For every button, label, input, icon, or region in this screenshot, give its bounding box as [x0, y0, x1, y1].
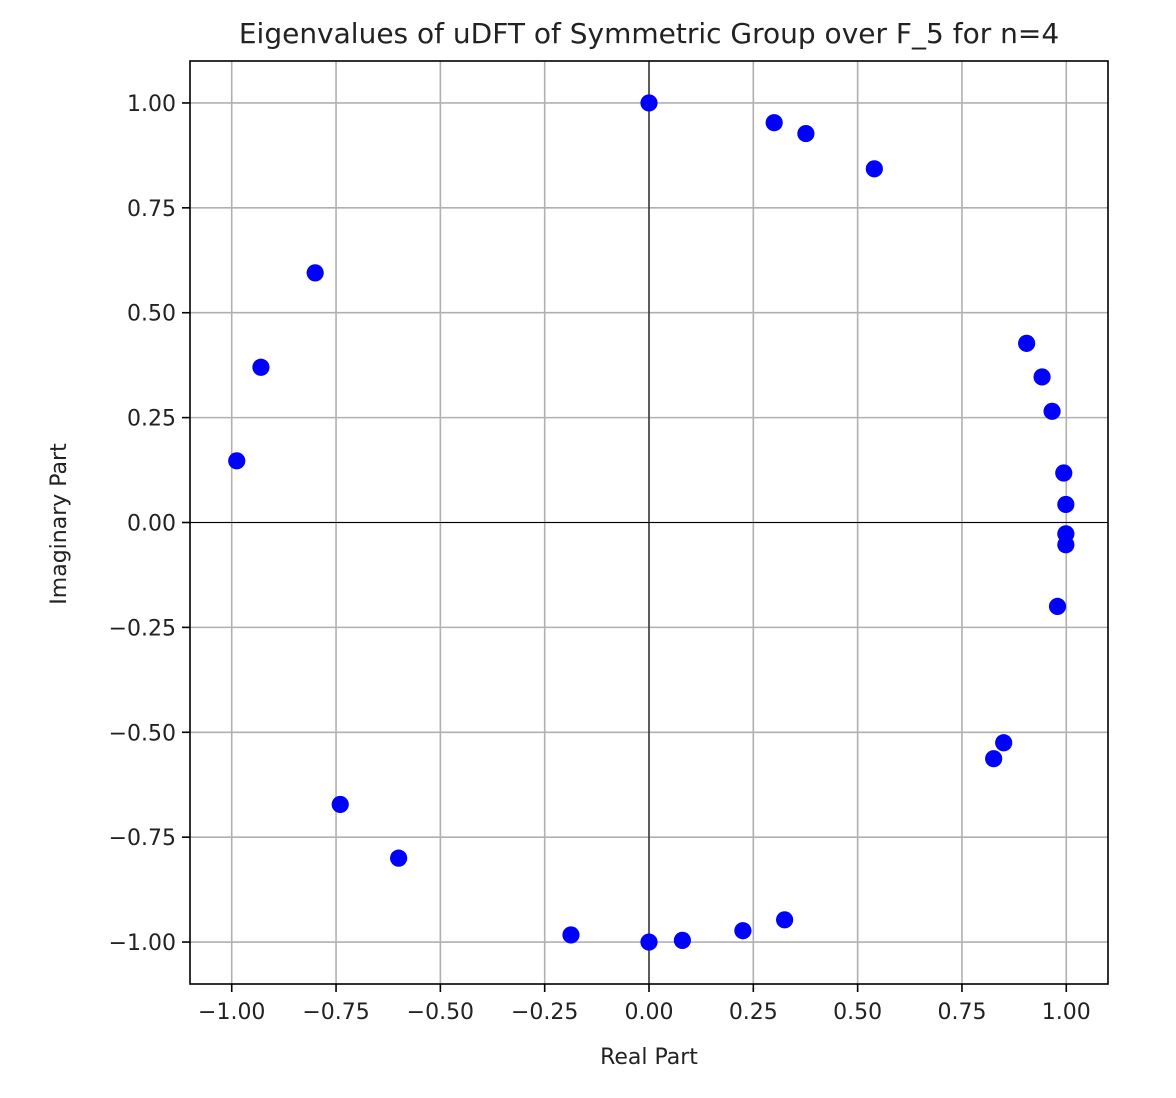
- y-tick-label: 0.75: [127, 197, 176, 222]
- x-tick-label: 0.75: [937, 1000, 986, 1025]
- zero-lines: [190, 61, 1108, 984]
- data-point: [797, 124, 815, 143]
- data-point: [1018, 334, 1036, 352]
- data-point: [985, 750, 1003, 768]
- x-tick-label: 1.00: [1042, 1000, 1091, 1025]
- data-point: [865, 160, 883, 178]
- x-tick-label: −0.25: [511, 1000, 578, 1025]
- y-tick-label: −0.75: [109, 826, 176, 851]
- data-point: [1057, 495, 1075, 514]
- axis-ticks: −1.00 −0.75 −0.50 −0.25 0.00 0.25 0.50 0.75 1.00…: [109, 92, 1091, 1025]
- y-tick-label: −1.00: [109, 931, 176, 956]
- x-tick-label: −0.75: [302, 1000, 369, 1025]
- x-tick-label: 0.25: [729, 1000, 778, 1025]
- x-tick-label: 0.50: [833, 1000, 882, 1025]
- x-axis-label: Real Part: [600, 1045, 698, 1070]
- y-tick-label: 0.50: [127, 302, 176, 327]
- y-axis-label: Imaginary Part: [47, 443, 72, 605]
- y-tick-label: 0.25: [127, 407, 176, 432]
- y-tick-label: −0.50: [109, 721, 176, 746]
- x-tick-label: −1.00: [198, 1000, 265, 1025]
- data-point: [640, 94, 658, 112]
- data-point: [228, 452, 246, 470]
- x-tick-label: −0.50: [407, 1000, 474, 1025]
- data-point: [1043, 402, 1061, 420]
- data-point: [1048, 597, 1067, 616]
- data-point: [1033, 368, 1051, 386]
- y-tick-label: 1.00: [127, 92, 176, 117]
- x-tick-label: 0.00: [625, 1000, 674, 1025]
- data-point: [306, 264, 324, 282]
- data-point: [390, 849, 408, 867]
- data-point: [562, 926, 580, 944]
- data-point: [640, 933, 658, 951]
- y-tick-label: −0.25: [109, 616, 176, 641]
- data-point: [765, 114, 783, 132]
- data-point: [252, 358, 270, 376]
- data-point: [734, 922, 752, 940]
- data-point: [995, 734, 1013, 752]
- data-point: [331, 795, 349, 814]
- data-point: [673, 931, 691, 949]
- y-tick-label: 0.00: [127, 512, 176, 537]
- data-point: [1057, 536, 1075, 554]
- plot-frame: [189, 60, 1109, 985]
- data-point: [776, 911, 794, 929]
- chart-title: Eigenvalues of uDFT of Symmetric Group o…: [239, 17, 1059, 50]
- data-points: [228, 94, 1075, 951]
- data-point: [1055, 464, 1073, 482]
